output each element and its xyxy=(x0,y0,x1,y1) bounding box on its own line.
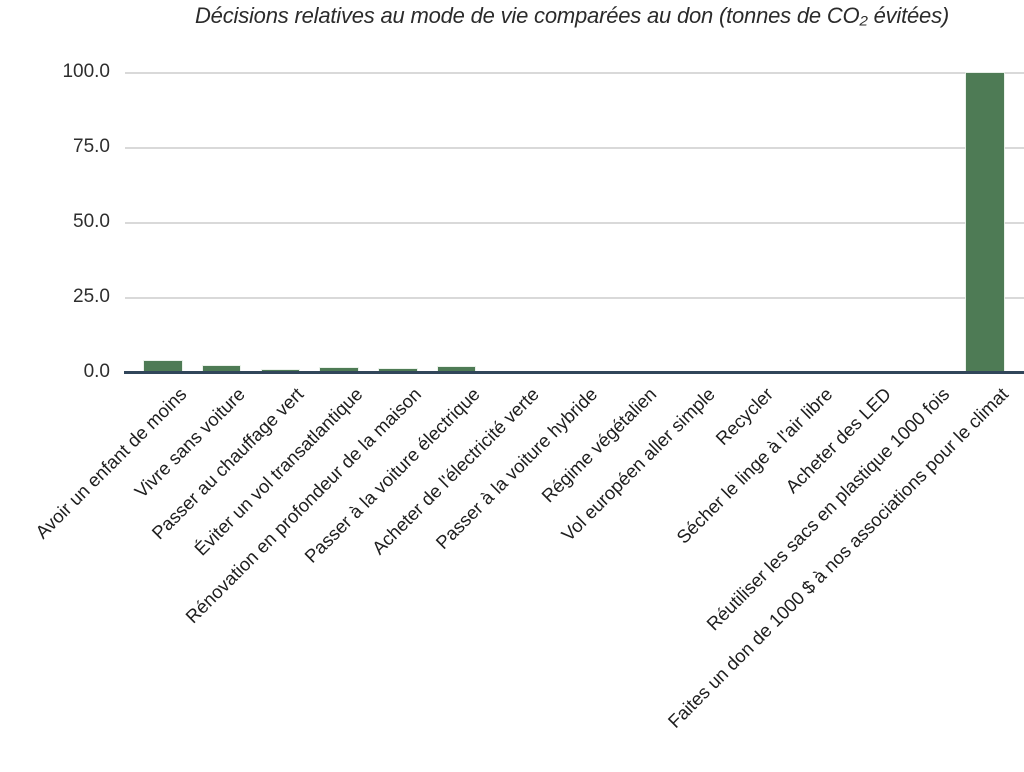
x-axis-line xyxy=(124,371,1024,375)
y-tick-label: 50.0 xyxy=(73,211,110,233)
gridline xyxy=(125,72,1024,74)
bar xyxy=(143,360,183,374)
bar xyxy=(201,364,242,375)
bar xyxy=(436,366,477,374)
gridline xyxy=(125,222,1024,224)
y-tick-label: 0.0 xyxy=(83,361,110,383)
gridline xyxy=(125,147,1024,149)
chart-title: Décisions relatives au mode de vie compa… xyxy=(194,3,949,28)
bar xyxy=(378,368,418,374)
bar xyxy=(965,72,1005,374)
y-tick-label: 75.0 xyxy=(73,136,110,158)
y-tick-label: 100.0 xyxy=(62,61,110,83)
x-axis-label: Acheter des LED xyxy=(781,383,895,498)
gridline xyxy=(125,297,1024,299)
plot-area xyxy=(125,72,1024,375)
bar xyxy=(319,367,359,374)
y-tick-label: 25.0 xyxy=(73,286,110,308)
